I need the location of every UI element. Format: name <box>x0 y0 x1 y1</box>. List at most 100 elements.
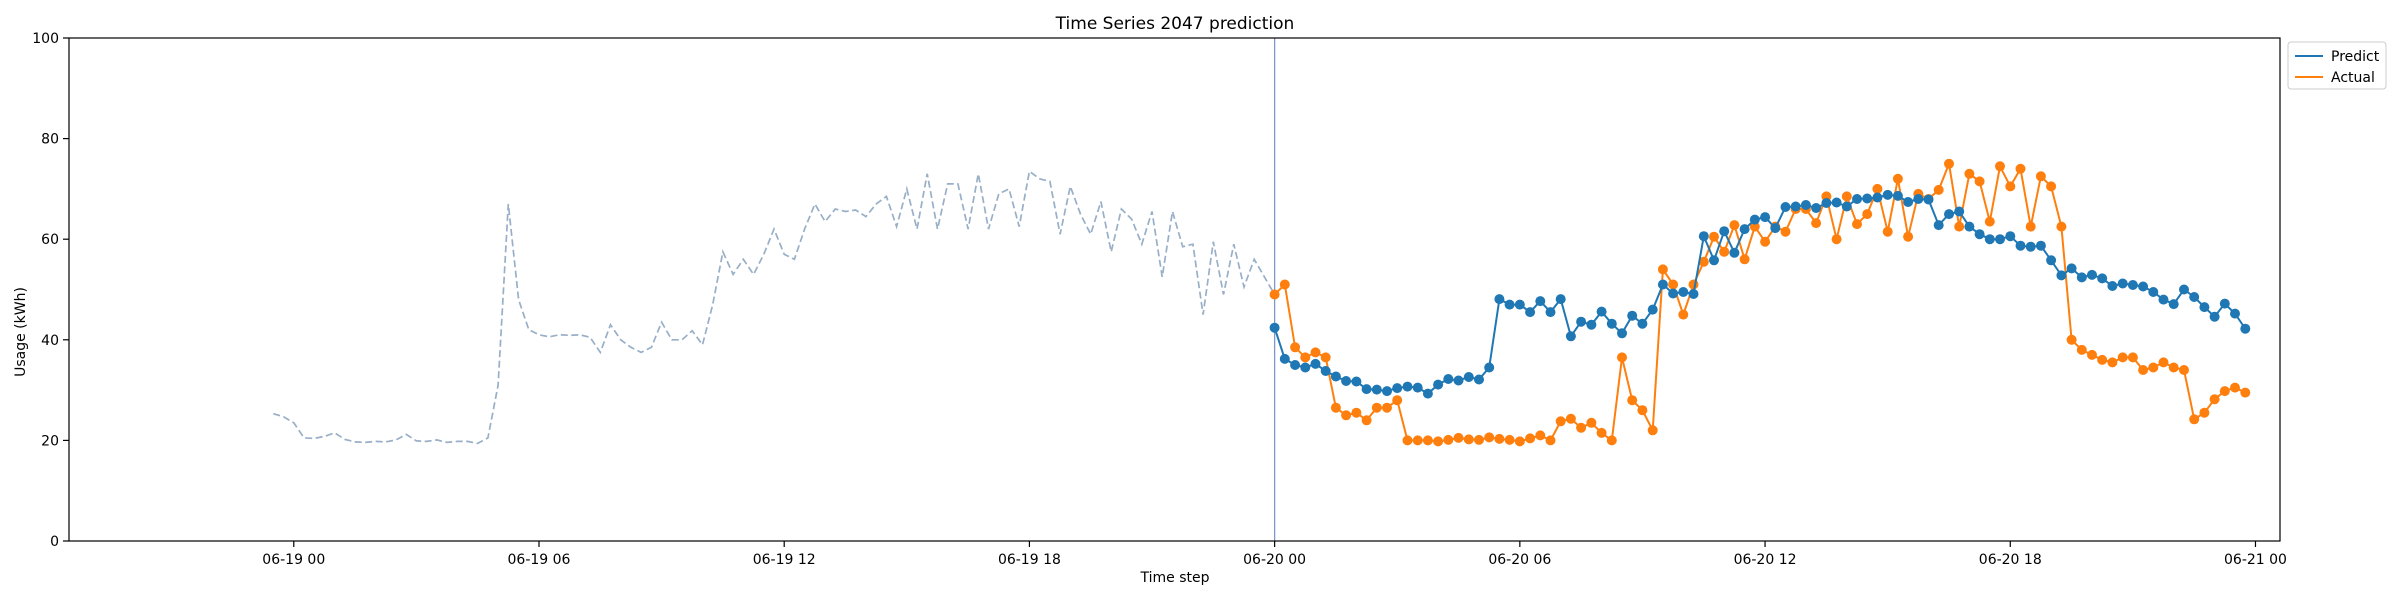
predict-point <box>2148 287 2159 297</box>
predict-point <box>2158 294 2169 305</box>
actual-point <box>1872 183 1883 194</box>
actual-point <box>2148 362 2159 373</box>
predict-point <box>1494 294 1505 305</box>
predict-point <box>2066 263 2077 274</box>
actual-point <box>1525 433 1536 444</box>
actual-point <box>2076 344 2087 355</box>
predict-point <box>2035 240 2046 251</box>
predict-point <box>1892 190 1903 201</box>
predict-point <box>1637 318 1648 329</box>
legend: Predict Actual <box>2287 41 2387 90</box>
actual-point <box>1882 226 1893 237</box>
predict-point <box>1341 376 1352 386</box>
predict-point <box>1320 366 1331 376</box>
predict-point <box>2097 273 2108 284</box>
actual-point <box>1862 209 1873 220</box>
actual-point <box>1269 289 1280 300</box>
actual-point <box>1841 191 1852 202</box>
predict-point <box>1361 384 1372 395</box>
predict-point <box>1841 201 1852 212</box>
predict-point <box>2209 311 2220 322</box>
actual-point <box>1596 427 1607 438</box>
actual-point <box>2107 357 2118 368</box>
predict-point <box>2117 278 2128 289</box>
actual-point <box>1586 417 1597 428</box>
predict-point <box>2189 292 2200 302</box>
actual-point <box>1310 347 1321 358</box>
actual-point <box>2117 352 2128 363</box>
predict-point <box>1504 299 1515 310</box>
actual-point <box>1627 395 1638 406</box>
actual-point <box>2179 365 2189 375</box>
y-tick-label: 20 <box>41 433 59 449</box>
actual-point <box>1984 216 1995 227</box>
predict-point <box>1484 362 1495 373</box>
actual-point <box>1657 264 1668 275</box>
actual-point <box>1392 395 1403 406</box>
actual-point <box>2066 334 2077 345</box>
actual-point <box>1892 173 1903 184</box>
predict-point <box>1586 319 1597 330</box>
actual-point <box>2209 394 2220 405</box>
actual-point <box>1330 402 1341 413</box>
predict-point <box>1800 200 1811 210</box>
actual-point <box>1933 184 1944 195</box>
actual-point <box>1412 435 1423 446</box>
actual-point <box>1422 435 1433 446</box>
actual-point <box>2127 352 2138 363</box>
actual-point <box>1300 352 1311 363</box>
actual-point <box>1382 402 1392 413</box>
predict-point <box>1617 328 1627 339</box>
predict-point <box>1463 372 1474 382</box>
predict-point <box>1525 307 1536 318</box>
predict-point <box>1453 375 1464 386</box>
actual-point <box>1668 279 1679 290</box>
predict-point <box>1310 358 1321 369</box>
predict-point <box>1474 374 1484 385</box>
predict-point <box>1984 234 1995 245</box>
predict-point <box>2046 255 2057 266</box>
predict-point <box>2087 269 2097 280</box>
predict-point <box>1443 374 1454 384</box>
history-line <box>273 169 1276 445</box>
actual-point <box>1617 352 1627 363</box>
actual-point <box>1504 434 1515 445</box>
actual-point <box>1290 342 1301 353</box>
actual-point <box>2158 357 2169 368</box>
x-tick-label: 06-20 12 <box>1734 552 1797 568</box>
actual-point <box>1729 220 1740 231</box>
x-axis-label: Time step <box>1140 570 1210 586</box>
actual-point <box>1351 407 1362 418</box>
actual-point <box>1361 415 1372 426</box>
predict-point <box>1290 360 1301 370</box>
predict-point <box>2025 241 2036 252</box>
actual-point <box>2035 171 2046 182</box>
actual-point <box>2025 221 2036 232</box>
predict-point <box>1913 194 1924 204</box>
actual-point <box>2138 365 2149 375</box>
predict-point <box>2199 302 2210 313</box>
predict-point <box>1944 209 1954 220</box>
predict-point <box>1514 299 1525 310</box>
actual-point <box>1719 246 1730 257</box>
predict-point <box>1606 318 1617 329</box>
predict-point <box>1872 192 1883 203</box>
predict-point <box>1535 296 1546 307</box>
predict-point <box>1412 382 1423 393</box>
actual-point <box>2005 181 2016 192</box>
actual-point <box>1954 221 1965 232</box>
predict-point <box>1770 223 1781 234</box>
predict-point <box>1831 197 1842 208</box>
actual-point <box>1565 413 1576 424</box>
predict-point <box>2240 323 2251 334</box>
predict-point <box>1749 214 1760 225</box>
predict-point <box>1974 229 1985 240</box>
predict-point <box>1729 247 1740 258</box>
x-tick-label: 06-21 00 <box>2224 552 2287 568</box>
predict-point <box>2138 281 2149 292</box>
predict-point <box>1862 193 1873 204</box>
actual-point <box>1995 161 2005 172</box>
x-tick-label: 06-20 18 <box>1979 552 2042 568</box>
actual-point <box>1474 434 1484 445</box>
y-tick-label: 60 <box>41 232 59 248</box>
